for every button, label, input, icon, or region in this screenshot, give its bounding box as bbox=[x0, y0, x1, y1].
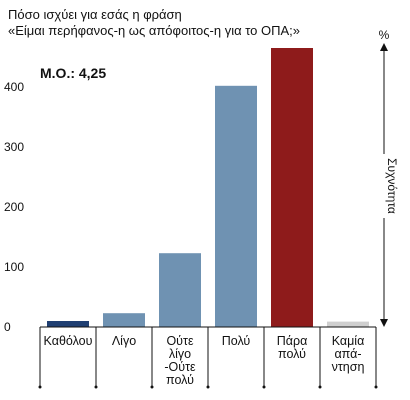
frequency-axis: Συχνότητα bbox=[376, 43, 399, 327]
y-tick-label: 400 bbox=[4, 80, 24, 94]
category-label: Καθόλου bbox=[44, 334, 93, 348]
chart-title-line-1: Πόσο ισχύει για εσάς η φράση bbox=[8, 7, 182, 22]
separator-dot bbox=[206, 385, 210, 389]
separator-dot bbox=[262, 385, 266, 389]
separator-dot bbox=[374, 385, 378, 389]
y-tick-label: 0 bbox=[4, 320, 11, 334]
category-label: απά- bbox=[334, 347, 361, 361]
y-tick-label: 300 bbox=[4, 140, 24, 154]
y-tick-label: 200 bbox=[4, 200, 24, 214]
y-unit-label: % bbox=[379, 28, 390, 42]
category-label: πολύ bbox=[278, 347, 306, 361]
category-label: ντηση bbox=[332, 360, 365, 374]
separator-dot bbox=[318, 385, 322, 389]
bar bbox=[47, 321, 89, 327]
bars bbox=[47, 48, 369, 327]
separator-dot bbox=[38, 385, 42, 389]
category-label: -Ούτε bbox=[164, 360, 196, 374]
y-tick-label: 100 bbox=[4, 260, 24, 274]
category-label: πολύ bbox=[166, 373, 194, 387]
mean-label: Μ.Ο.: 4,25 bbox=[40, 65, 106, 81]
frequency-label-bg bbox=[376, 154, 392, 218]
frequency-axis-label: Συχνότητα bbox=[385, 158, 399, 214]
category-label: Καμία bbox=[332, 334, 365, 348]
bar bbox=[327, 321, 369, 327]
category-label: λίγο bbox=[169, 347, 191, 361]
category-label: Πολύ bbox=[222, 334, 251, 348]
chart-title-line-2: «Είμαι περήφανος-η ως απόφοιτος-η για το… bbox=[8, 23, 300, 38]
arrow-down-icon bbox=[380, 319, 388, 327]
arrow-up-icon bbox=[380, 43, 388, 51]
category-label: Ούτε bbox=[166, 334, 193, 348]
separator-dot bbox=[94, 385, 98, 389]
bar bbox=[215, 85, 257, 327]
category-label: Λίγο bbox=[112, 334, 136, 348]
bar bbox=[103, 313, 145, 327]
bar bbox=[159, 253, 201, 327]
separator-dot bbox=[150, 385, 154, 389]
category-label: Πάρα bbox=[277, 334, 308, 348]
bar bbox=[271, 48, 313, 327]
y-axis: 0 100 200 300 400 bbox=[4, 80, 24, 334]
